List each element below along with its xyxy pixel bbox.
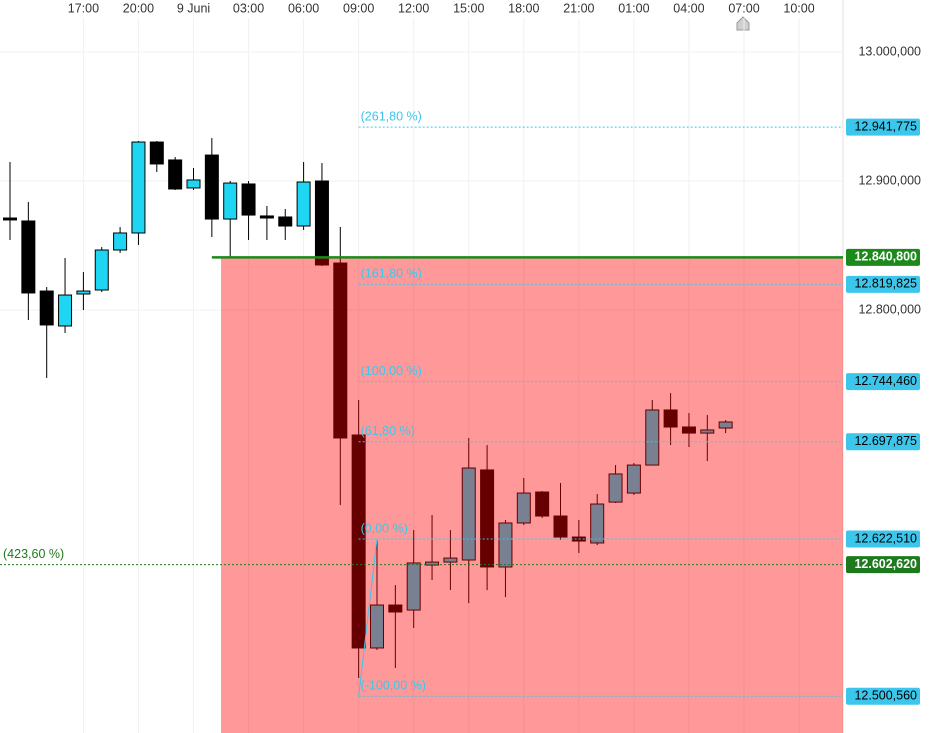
price-tag-label: 12.819,825 [854, 277, 917, 291]
candle-body [608, 473, 623, 503]
candle-body [168, 159, 183, 190]
time-label: 09:00 [343, 1, 374, 15]
candle-body [553, 515, 568, 538]
time-label: 12:00 [398, 1, 429, 15]
fib-name: (0,00 %) [361, 521, 408, 535]
price-tag [846, 275, 920, 293]
candle-body [21, 220, 36, 294]
candle-body [370, 604, 384, 649]
candle-body [186, 179, 201, 189]
price-tag-label: 12.602,620 [854, 557, 917, 571]
price-tag [846, 433, 920, 451]
fib-name: (61,80 %) [361, 424, 415, 438]
price-tick-label: 12.900,000 [858, 173, 921, 187]
time-label: 03:00 [233, 1, 264, 15]
zone [221, 257, 843, 733]
candle-body [480, 469, 495, 568]
candle-body [663, 409, 678, 428]
candle-body [39, 290, 54, 326]
price-tag [846, 687, 920, 705]
candle-body [278, 216, 293, 227]
candle-body [113, 232, 128, 251]
candle-body [149, 141, 164, 165]
candle-body [76, 290, 91, 295]
price-tag [846, 530, 920, 548]
price-tag-label: 12.941,775 [854, 119, 917, 133]
candle-body [718, 421, 733, 429]
candle-body [461, 467, 476, 561]
time-label: 04:00 [673, 1, 704, 15]
time-label: 06:00 [288, 1, 319, 15]
price-tag [846, 373, 920, 391]
price-tag [846, 118, 920, 136]
candle-body [259, 215, 274, 219]
candle-body [516, 492, 531, 524]
price-tick-label: 12.800,000 [858, 302, 921, 316]
candle-body [626, 464, 641, 494]
price-tag-label: 12.697,875 [854, 434, 917, 448]
candle-body [296, 181, 311, 227]
candle-body [498, 522, 513, 568]
candle-body [94, 249, 109, 291]
candle-body [443, 557, 458, 563]
price-tick-label: 13.000,000 [858, 44, 921, 58]
price-tag-label: 12.744,460 [854, 374, 917, 388]
time-label: 15:00 [453, 1, 484, 15]
time-label: 18:00 [508, 1, 539, 15]
time-label: 10:00 [783, 1, 814, 15]
candle-body [241, 183, 256, 216]
fib-name: (100,00 %) [361, 364, 422, 378]
time-label: 01:00 [618, 1, 649, 15]
candle-body [351, 434, 366, 649]
time-label: 07:00 [728, 1, 759, 15]
candle-body [131, 141, 146, 234]
extension-name: (423,60 %) [3, 547, 64, 561]
price-tag-label: 12.840,800 [854, 250, 917, 264]
scroll-marker[interactable] [736, 16, 750, 31]
candle-body [645, 409, 660, 466]
candle-body [406, 562, 421, 611]
candle-body [590, 503, 605, 544]
candle-body [535, 491, 550, 517]
price-tag [846, 556, 920, 574]
candle-body [58, 294, 73, 327]
fib-name: (-100,00 %) [361, 679, 426, 693]
candle-body [314, 180, 329, 266]
price-tag-label: 12.500,560 [854, 689, 917, 703]
fib-name: (261,80 %) [361, 109, 422, 123]
candle-body [700, 429, 715, 434]
time-label: 17:00 [68, 1, 99, 15]
fib-name: (161,80 %) [361, 267, 422, 281]
candle-body [388, 604, 403, 613]
price-tag-label: 12.622,510 [854, 531, 917, 545]
time-label: 21:00 [563, 1, 594, 15]
fib-trendline [358, 538, 378, 697]
candle-body [223, 182, 238, 220]
candle-body [333, 262, 348, 439]
price-tag [846, 248, 920, 266]
candle-body [681, 426, 696, 434]
time-label: 9 Juni [177, 1, 210, 15]
candle-body [204, 154, 219, 220]
time-label: 20:00 [123, 1, 154, 15]
candle-body [3, 217, 17, 221]
